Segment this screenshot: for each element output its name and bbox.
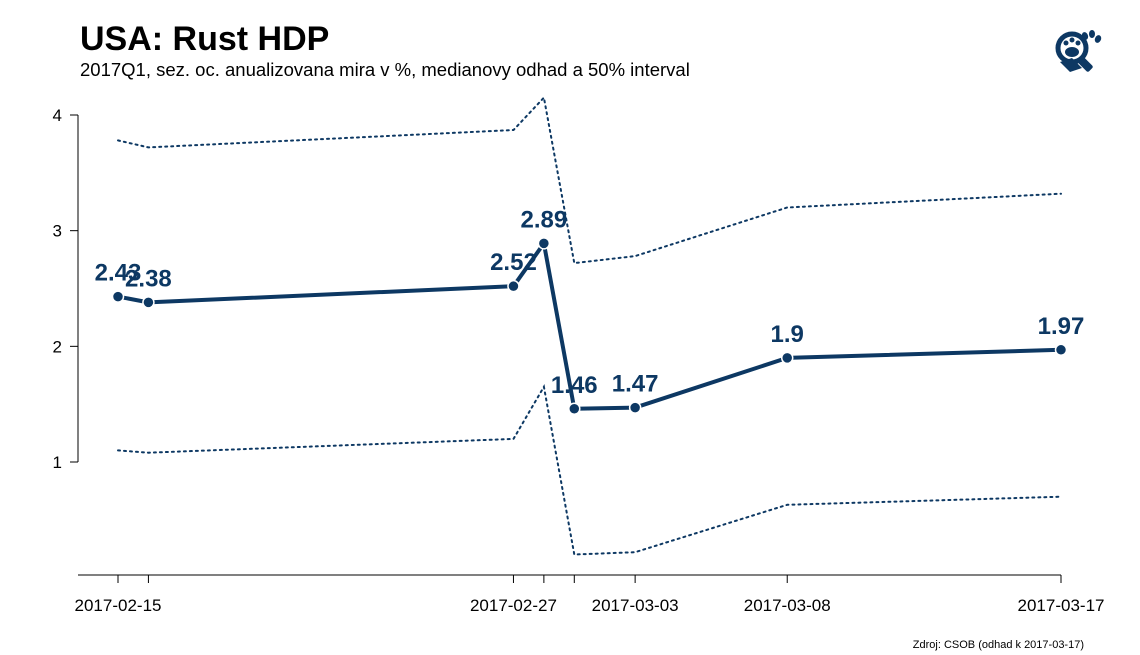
median-point xyxy=(142,296,155,309)
data-label: 2.43 xyxy=(95,260,142,287)
x-tick-label: 2017-03-17 xyxy=(1018,596,1105,615)
y-tick-label: 4 xyxy=(53,106,62,125)
median-point xyxy=(568,402,581,416)
median-point xyxy=(507,279,520,293)
x-tick-label: 2017-02-15 xyxy=(75,596,162,615)
x-tick-label: 2017-03-03 xyxy=(592,596,679,615)
data-label: 1.9 xyxy=(771,321,804,348)
y-tick-label: 3 xyxy=(53,222,62,241)
median-point xyxy=(111,290,125,303)
magnifier-paw-logo-icon xyxy=(1055,30,1102,72)
x-tick-label: 2017-03-08 xyxy=(744,596,831,615)
lower-bound-line xyxy=(117,383,1062,556)
chart-title: USA: Rust HDP xyxy=(80,20,330,58)
upper-bound-line xyxy=(117,95,1062,265)
median-point xyxy=(537,237,551,250)
median-point xyxy=(1054,343,1068,357)
data-label: 2.52 xyxy=(490,249,537,276)
y-tick-label: 1 xyxy=(53,453,62,472)
data-label: 1.47 xyxy=(612,371,659,398)
data-label: 1.46 xyxy=(551,372,598,399)
chart-subtitle: 2017Q1, sez. oc. anualizovana mira v %, … xyxy=(80,59,690,80)
data-label: 2.38 xyxy=(125,265,172,292)
median-line xyxy=(116,241,1063,411)
data-label: 2.89 xyxy=(521,206,568,233)
median-point xyxy=(628,401,642,414)
source-note: Zdroj: CSOB (odhad k 2017-03-17) xyxy=(912,639,1084,651)
data-label: 1.97 xyxy=(1038,313,1085,340)
median-point xyxy=(780,351,794,365)
x-tick-label: 2017-02-27 xyxy=(470,596,557,615)
y-tick-label: 2 xyxy=(53,337,62,356)
